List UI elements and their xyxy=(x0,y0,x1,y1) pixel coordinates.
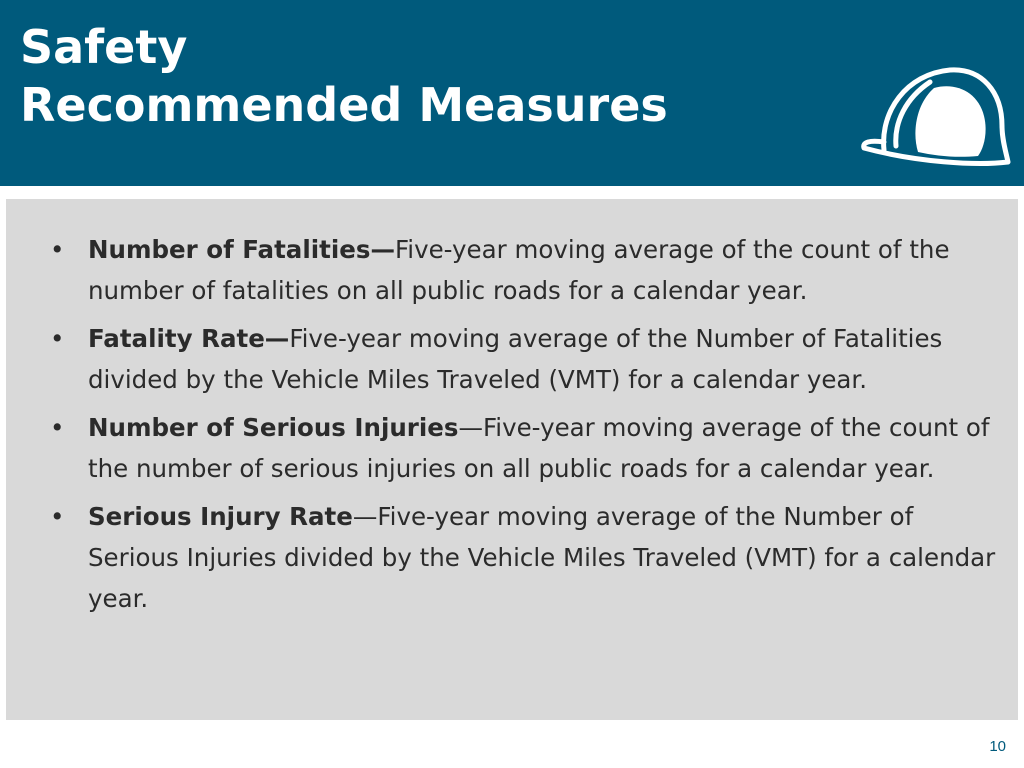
slide-header: Safety Recommended Measures xyxy=(0,0,1024,186)
list-item: • Number of Fatalities—Five-year moving … xyxy=(6,229,1018,311)
title-line-safety: Safety xyxy=(20,20,188,74)
measure-description: —Five-year moving average of the Number … xyxy=(88,502,996,613)
bullet-icon: • xyxy=(50,413,65,442)
measure-description: Five-year moving average of the count of… xyxy=(88,235,950,305)
measures-list: • Number of Fatalities—Five-year moving … xyxy=(6,229,1018,626)
bullet-icon: • xyxy=(50,235,65,264)
bullet-icon: • xyxy=(50,502,65,531)
list-item: • Fatality Rate—Five-year moving average… xyxy=(6,318,1018,400)
list-item: • Number of Serious Injuries—Five-year m… xyxy=(6,407,1018,489)
measure-term: Number of Fatalities— xyxy=(88,235,395,264)
slide-title: Safety Recommended Measures xyxy=(20,18,668,134)
measure-description: Five-year moving average of the Number o… xyxy=(88,324,943,394)
measure-term: Fatality Rate— xyxy=(88,324,290,353)
measure-term: Number of Serious Injuries xyxy=(88,413,459,442)
measures-panel: • Number of Fatalities—Five-year moving … xyxy=(6,199,1018,720)
title-line-recommended-measures: Recommended Measures xyxy=(20,78,668,132)
measure-description: —Five-year moving average of the count o… xyxy=(88,413,990,483)
measure-term: Serious Injury Rate xyxy=(88,502,353,531)
hard-hat-icon xyxy=(861,67,1011,166)
page-number: 10 xyxy=(989,738,1006,755)
bullet-icon: • xyxy=(50,324,65,353)
list-item: • Serious Injury Rate—Five-year moving a… xyxy=(6,496,1018,619)
